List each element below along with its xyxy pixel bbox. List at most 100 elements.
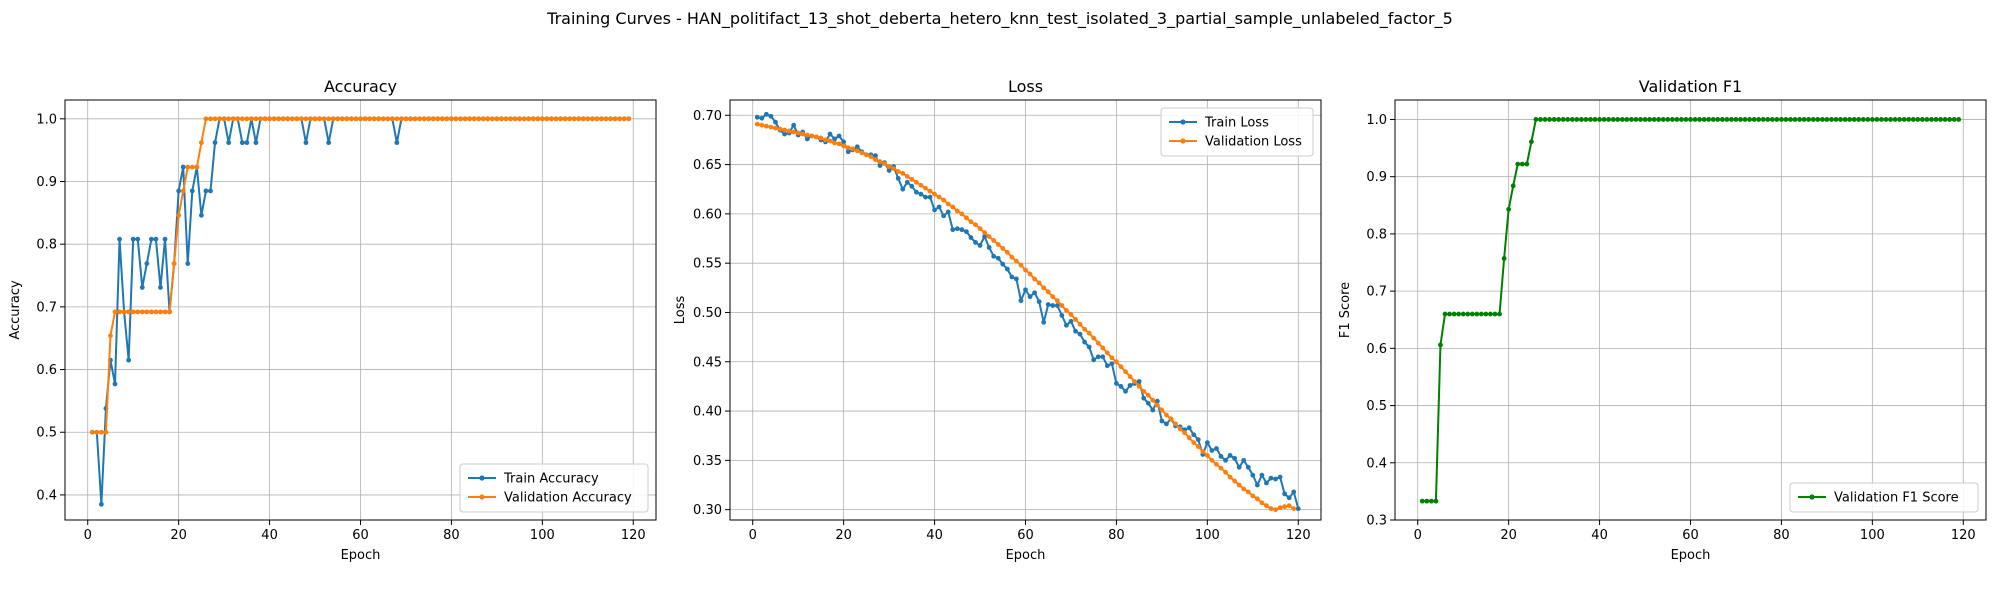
data-point [1259,472,1265,478]
data-point [299,116,304,122]
data-point [1883,117,1889,122]
data-point [941,197,947,203]
data-point [1769,117,1775,122]
data-point [589,116,595,122]
data-point [1173,421,1178,427]
data-point [1656,117,1662,122]
data-point [449,116,454,122]
data-point [1701,117,1707,122]
data-point [1729,117,1734,122]
data-point [1268,475,1274,481]
data-point [1483,311,1489,317]
data-point [1428,498,1434,504]
y-tick-label: 0.4 [1366,456,1387,471]
data-point [580,116,586,122]
data-point [1792,117,1798,122]
data-point [208,188,213,194]
data-point [973,222,978,228]
data-point [308,116,313,122]
data-point [1619,117,1625,122]
data-point [900,186,906,192]
data-point [176,212,182,218]
data-point [1556,117,1562,122]
legend-swatch-marker [479,475,485,481]
data-point [950,227,956,233]
data-point [1177,426,1183,432]
data-point [1232,455,1238,461]
data-point [1674,117,1680,122]
x-tick-label: 40 [926,528,943,543]
data-point [1706,117,1712,122]
x-tick-label: 0 [84,528,92,543]
data-point [1195,437,1201,443]
data-point [453,116,459,122]
y-tick-label: 0.30 [693,503,722,518]
data-point [230,116,236,122]
data-point [1838,117,1843,122]
data-point [1286,503,1292,509]
data-point [130,309,136,315]
data-point [1059,313,1065,318]
data-point [1091,357,1097,363]
data-point [1679,117,1684,122]
data-point [135,309,141,315]
data-point [836,133,842,139]
data-point [353,116,359,122]
data-point [98,429,104,435]
data-point [804,136,810,142]
data-point [439,116,445,122]
data-point [1942,117,1948,122]
data-point [148,236,154,242]
data-point [1236,482,1242,488]
y-tick-label: 0.65 [693,158,722,173]
data-point [1214,461,1219,467]
legend-box [1160,107,1314,157]
data-point [1860,117,1866,122]
data-point [845,149,851,155]
data-point [362,116,368,122]
data-point [1136,384,1142,389]
data-point [1204,440,1210,446]
figure-suptitle: Training Curves - HAN_politifact_13_shot… [547,9,1453,28]
data-point [1951,117,1957,122]
chart-title: Validation F1 [1639,77,1742,96]
chart-title: Loss [1008,77,1043,96]
data-point [330,116,336,122]
y-axis-label: F1 Score [1338,282,1353,338]
data-point [763,123,769,129]
data-point [1633,117,1639,122]
data-point [1915,117,1921,122]
data-point [1000,261,1006,267]
data-point [1164,412,1169,418]
data-point [1756,117,1762,122]
data-point [1442,311,1448,317]
legend-entry: Validation Loss [1205,135,1302,150]
data-point [567,116,573,122]
data-point [1241,457,1247,463]
data-point [1438,342,1443,348]
data-point [1100,354,1106,360]
data-point [321,116,327,122]
data-point [886,164,892,169]
data-point [909,183,915,189]
data-point [212,140,218,146]
data-point [1629,117,1634,122]
data-point [1697,117,1702,122]
data-point [217,116,222,122]
data-point [1282,491,1288,497]
y-tick-label: 0.45 [693,355,722,370]
data-point [1209,457,1215,463]
data-point [1669,117,1675,122]
data-point [923,185,928,191]
data-point [968,219,974,225]
data-point [1638,117,1643,122]
data-point [1742,117,1748,122]
data-point [986,234,992,239]
data-point [499,116,504,122]
data-point [108,333,113,339]
data-point [599,116,604,122]
data-point [171,261,177,267]
data-point [832,136,837,142]
data-point [158,309,163,315]
x-tick-label: 80 [1773,528,1790,543]
